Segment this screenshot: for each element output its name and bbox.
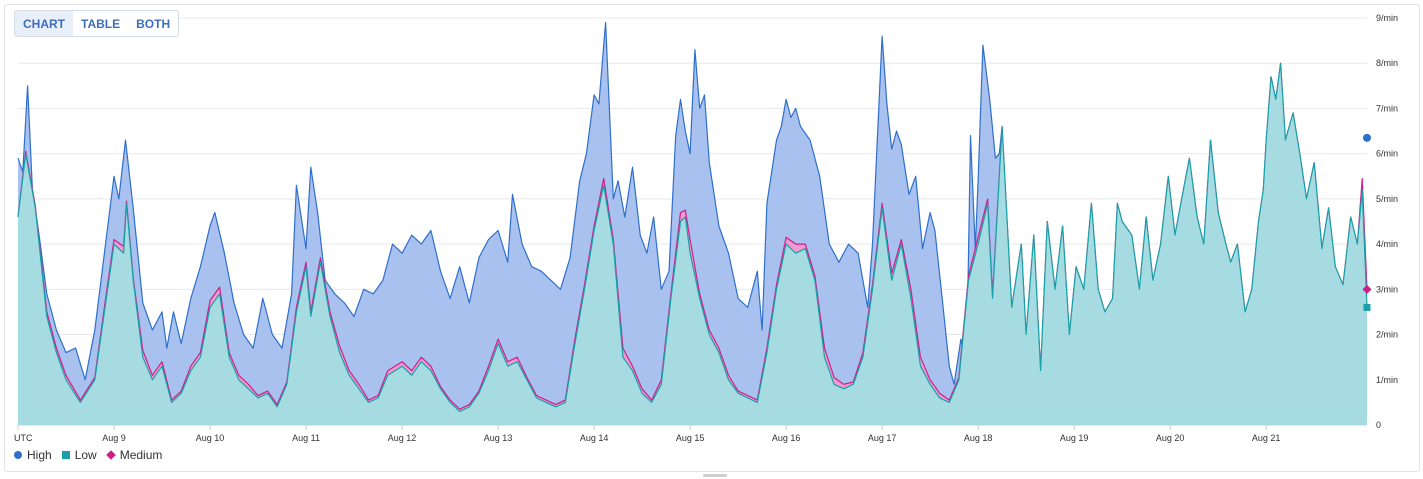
y-tick-label: 6/min [1376, 149, 1398, 159]
series-areas [17, 21, 1368, 425]
x-axis: UTC Aug 9 Aug 10 Aug 11 Aug 12 Aug 13 Aug 14 Au… [14, 425, 1280, 443]
x-tick-label: Aug 19 [1060, 433, 1089, 443]
x-tick-label: Aug 13 [484, 433, 513, 443]
legend-label-low: Low [74, 448, 97, 462]
view-mode-toggle: CHART TABLE BOTH [14, 10, 180, 37]
area-high [18, 22, 1003, 425]
both-mode-button[interactable]: BOTH [128, 11, 179, 36]
marker-high [1363, 133, 1371, 142]
table-mode-button[interactable]: TABLE [73, 11, 129, 36]
legend-item-high[interactable]: High [14, 448, 52, 462]
y-tick-label: 1/min [1376, 375, 1398, 385]
x-tick-label: Aug 20 [1156, 433, 1185, 443]
x-tick-label: Aug 18 [964, 433, 993, 443]
chart-mode-button[interactable]: CHART [15, 11, 73, 36]
end-markers [1362, 133, 1372, 311]
x-tick-label: Aug 21 [1252, 433, 1281, 443]
y-tick-label: 3/min [1376, 284, 1398, 294]
y-tick-label: 0 [1376, 420, 1381, 430]
circle-icon [14, 451, 22, 459]
legend-label-medium: Medium [119, 448, 163, 462]
resize-handle[interactable] [703, 474, 727, 477]
legend-item-low[interactable]: Low [61, 448, 97, 462]
area-low [18, 63, 1367, 425]
y-tick-label: 8/min [1376, 58, 1398, 68]
legend-label-high: High [27, 448, 52, 462]
marker-low [1363, 303, 1371, 311]
x-tick-label: UTC [14, 433, 33, 443]
line-high [17, 21, 1003, 385]
y-axis: 0 1/min 2/min 3/min 4/min 5/min 6/min 7/min 8/mi… [1376, 13, 1398, 430]
x-tick-label: Aug 17 [868, 433, 897, 443]
x-tick-label: Aug 15 [676, 433, 705, 443]
x-tick-label: Aug 16 [772, 433, 801, 443]
y-tick-label: 5/min [1376, 194, 1398, 204]
y-tick-label: 9/min [1376, 13, 1398, 23]
x-tick-label: Aug 11 [292, 433, 320, 443]
x-tick-label: Aug 14 [580, 433, 609, 443]
x-tick-label: Aug 10 [196, 433, 225, 443]
square-icon [61, 451, 70, 459]
y-tick-label: 2/min [1376, 330, 1398, 340]
y-tick-label: 4/min [1376, 239, 1398, 249]
y-tick-label: 7/min [1376, 103, 1398, 113]
x-tick-label: Aug 12 [388, 433, 417, 443]
legend-item-medium[interactable]: Medium [105, 448, 163, 462]
diamond-icon [105, 450, 116, 460]
chart-legend: High Low Medium [14, 448, 162, 462]
marker-medium [1362, 284, 1372, 294]
x-tick-label: Aug 9 [102, 433, 126, 443]
line-low [17, 62, 1368, 412]
